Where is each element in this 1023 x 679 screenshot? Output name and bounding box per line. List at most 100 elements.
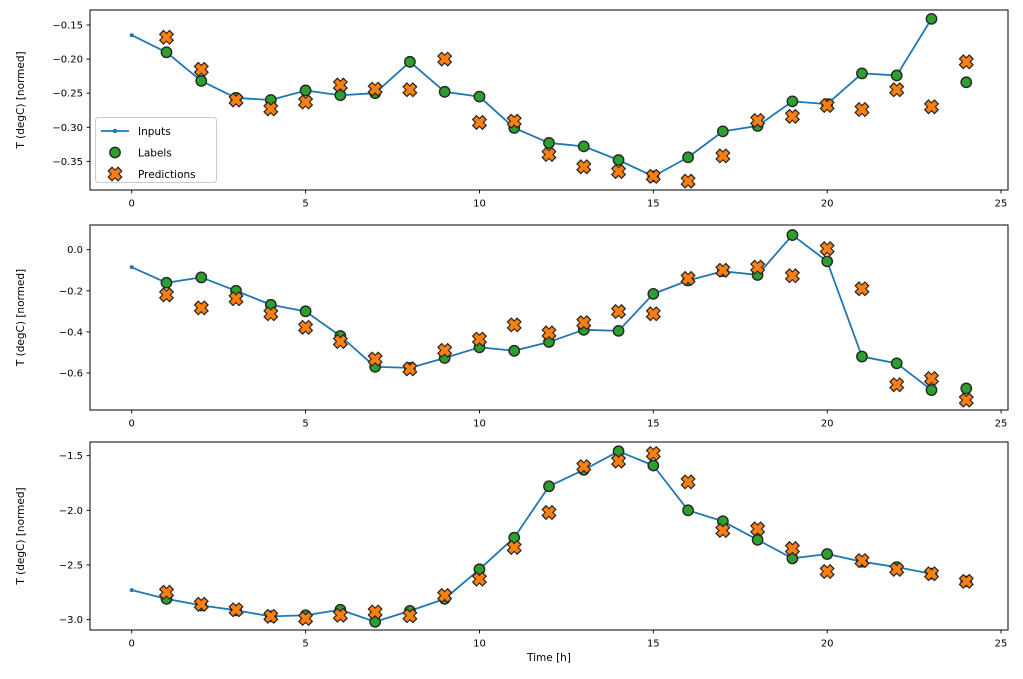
predictions-marker (856, 282, 868, 295)
predictions-marker (508, 115, 521, 128)
axes-frame (89, 224, 1009, 411)
predictions-marker (612, 165, 625, 178)
predictions-marker (856, 103, 868, 116)
x-tick-label: 15 (647, 419, 660, 430)
y-tick-label: −0.20 (52, 55, 83, 66)
x-tick-label: 25 (995, 639, 1008, 650)
x-tick-label: 20 (821, 639, 834, 650)
labels-marker (195, 271, 208, 284)
predictions-marker (334, 79, 347, 91)
x-tick-label: 0 (129, 639, 135, 650)
labels-marker (543, 480, 555, 493)
predictions-marker (160, 586, 173, 599)
labels-marker (786, 229, 799, 241)
predictions-marker (543, 148, 555, 161)
legend-item-predictions: Predictions (107, 166, 196, 182)
legend-item-inputs: Inputs (101, 126, 171, 138)
x-tick-label: 5 (302, 419, 308, 430)
y-tick-label: −0.35 (52, 157, 83, 168)
x-axis-label: Time [h] (526, 652, 571, 664)
predictions-marker (786, 269, 799, 282)
labels-marker (473, 90, 486, 103)
legend-box (95, 117, 217, 183)
labels-marker (821, 548, 834, 560)
predictions-marker (195, 301, 208, 314)
predictions-marker (160, 31, 173, 44)
legend-label: Labels (138, 147, 172, 159)
predictions-marker (577, 316, 590, 329)
predictions-marker (751, 114, 764, 127)
predictions-marker (438, 589, 451, 602)
x-tick-label: 0 (129, 199, 135, 210)
x-tick-label: 25 (995, 199, 1008, 210)
predictions-marker (160, 288, 173, 301)
predictions-marker (438, 344, 451, 357)
legend-item-labels: Labels (109, 146, 172, 159)
predictions-marker (647, 447, 660, 460)
predictions-marker (890, 83, 903, 96)
labels-marker (577, 140, 590, 153)
predictions-marker (890, 378, 903, 391)
x-tick-label: 10 (473, 639, 486, 650)
y-tick-label: −3.0 (59, 615, 83, 626)
legend: Inputs Labels Predictions (95, 117, 217, 183)
y-tick-label: −0.15 (52, 21, 83, 32)
predictions-marker (473, 116, 486, 129)
labels-marker (612, 154, 625, 166)
x-tick-label: 20 (821, 419, 834, 430)
labels-marker (160, 276, 173, 289)
labels-marker (612, 324, 625, 337)
predictions-marker (230, 603, 242, 616)
labels-marker (299, 305, 312, 318)
y-tick-label: −0.25 (52, 89, 83, 100)
labels-marker (890, 357, 903, 370)
labels-marker (856, 67, 868, 80)
labels-marker (160, 46, 173, 59)
inputs-marker (129, 33, 134, 38)
predictions-marker (403, 362, 416, 375)
y-tick-label: 0.0 (67, 245, 83, 256)
labels-marker (543, 137, 555, 149)
labels-marker (195, 75, 208, 87)
predictions-swatch (109, 168, 121, 180)
labels-marker (508, 344, 521, 357)
predictions-marker (403, 609, 416, 622)
predictions-marker (960, 575, 973, 588)
y-tick-label: −2.0 (59, 506, 83, 517)
predictions-marker (856, 554, 868, 567)
predictions-marker (612, 305, 625, 318)
subplot-2: 0.0 −0.2 −0.4 −0.6 0 5 10 15 20 25 T (degC) [norme… (15, 224, 1009, 430)
labels-swatch (109, 146, 121, 159)
inputs-line (131, 234, 933, 391)
predictions-marker (751, 261, 764, 274)
y-tick-label: −1.5 (59, 451, 83, 462)
predictions-marker (369, 353, 382, 365)
axes-frame (89, 9, 1009, 191)
inputs-marker (129, 265, 134, 270)
inputs-dot-swatch (112, 128, 118, 134)
predictions-marker (264, 307, 277, 320)
predictions-marker (577, 160, 590, 173)
labels-marker (682, 151, 694, 164)
predictions-marker (612, 455, 625, 468)
predictions-marker (334, 609, 347, 622)
predictions-marker (299, 321, 312, 334)
labels-marker (960, 382, 973, 395)
labels-marker (682, 504, 694, 517)
axes-frame (89, 441, 1009, 631)
x-tick-label: 20 (821, 199, 834, 210)
subplot-1: −0.15 −0.20 −0.25 −0.30 −0.35 0 5 10 15 20 25 T (de… (15, 9, 1009, 210)
labels-marker (404, 55, 416, 68)
predictions-marker (299, 612, 312, 625)
y-tick-label: −0.30 (52, 123, 83, 134)
x-tick-label: 5 (302, 639, 308, 650)
labels-marker (751, 533, 764, 546)
predictions-marker (473, 573, 486, 586)
labels-marker (925, 384, 938, 396)
labels-marker (299, 84, 312, 97)
predictions-marker (716, 149, 729, 162)
predictions-marker (230, 94, 242, 106)
